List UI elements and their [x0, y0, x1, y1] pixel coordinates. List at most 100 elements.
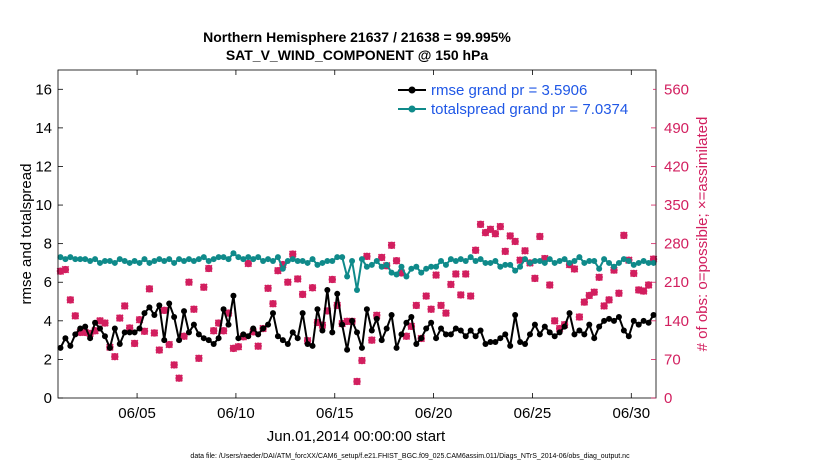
rmse-point: [472, 333, 479, 340]
obs-assimilated-marker: [204, 264, 213, 273]
totalspread-point: [329, 258, 336, 265]
x-axis-label: Jun.01,2014 00:00:00 start: [267, 428, 446, 445]
rmse-point: [289, 329, 296, 336]
obs-assimilated-marker: [536, 232, 544, 241]
obs-assimilated-marker: [200, 283, 208, 291]
rmse-point: [368, 327, 375, 334]
obs-assimilated-marker: [101, 319, 109, 327]
obs-assimilated-marker: [61, 265, 70, 274]
legend-rmse-marker: [408, 86, 416, 94]
totalspread-point: [294, 258, 301, 265]
chart-title: Northern Hemisphere 21637 / 21638 = 99.9…: [203, 29, 511, 45]
obs-assimilated-marker: [511, 237, 519, 246]
totalspread-point: [190, 258, 197, 265]
totalspread-point: [141, 256, 148, 263]
totalspread-point: [635, 259, 642, 266]
rmse-point: [250, 325, 257, 332]
rmse-point: [566, 310, 573, 317]
obs-assimilated-marker: [116, 314, 124, 322]
rmse-point: [408, 313, 415, 320]
obs-assimilated-marker: [392, 256, 401, 265]
x-tick-label: 06/30: [613, 405, 651, 422]
totalspread-point: [136, 259, 143, 266]
totalspread-point: [596, 265, 603, 272]
y2-tick-label: 140: [664, 313, 689, 330]
rmse-point: [596, 323, 603, 330]
obs-assimilated-marker: [615, 289, 623, 298]
y-axis-right: 0 70 140 210 280 350 420 490 560: [651, 81, 689, 407]
rmse-point: [339, 321, 346, 328]
y-tick-label: 12: [35, 158, 52, 175]
y-axis-left: 0 2 4 6 8 10 12 14 16: [35, 81, 63, 407]
rmse-point: [551, 333, 558, 340]
rmse-point: [591, 335, 598, 342]
rmse-point: [324, 286, 331, 293]
obs-assimilated-marker: [293, 275, 302, 283]
rmse-point: [492, 339, 499, 346]
y-tick-label: 16: [35, 81, 52, 98]
rmse-point: [442, 331, 449, 338]
totalspread-point: [245, 254, 252, 261]
totalspread-point: [512, 267, 519, 274]
y-tick-label: 10: [35, 197, 52, 214]
totalspread-point: [284, 258, 291, 265]
rmse-point: [640, 317, 647, 324]
totalspread-point: [97, 259, 104, 266]
x-tick-label: 06/15: [316, 405, 354, 422]
obs-assimilated-marker: [353, 377, 361, 386]
totalspread-point: [57, 254, 64, 261]
totalspread-point: [408, 265, 415, 272]
totalspread-point: [309, 256, 316, 263]
totalspread-point: [517, 263, 524, 270]
totalspread-point: [428, 263, 435, 270]
obs-assimilated-marker: [368, 336, 376, 344]
totalspread-point: [388, 269, 395, 276]
rmse-point: [531, 321, 538, 328]
rmse-point: [354, 329, 360, 336]
obs-assimilated-marker: [328, 275, 337, 284]
totalspread-point: [620, 256, 627, 263]
rmse-point: [77, 325, 84, 332]
y2-tick-label: 70: [664, 351, 681, 368]
rmse-point: [546, 329, 553, 336]
totalspread-point: [62, 256, 69, 263]
rmse-point: [299, 310, 306, 317]
totalspread-point: [551, 259, 558, 266]
plot-frame: [57, 69, 657, 399]
rmse-point: [87, 335, 94, 342]
rmse-point: [190, 321, 197, 328]
rmse-point: [497, 335, 504, 342]
totalspread-point: [457, 256, 464, 263]
obs-assimilated-marker: [491, 229, 500, 238]
rmse-point: [279, 337, 286, 344]
rmse-point: [561, 323, 568, 330]
rmse-point: [610, 317, 617, 324]
rmse-point: [156, 302, 163, 309]
rmse-point: [526, 331, 533, 338]
rmse-point: [630, 317, 637, 324]
obs-assimilated-marker: [264, 284, 272, 293]
obs-assimilated-marker: [111, 352, 119, 361]
rmse-point: [205, 337, 212, 344]
rmse-point: [502, 331, 509, 338]
rmse-point: [82, 323, 89, 330]
rmse-point: [363, 306, 370, 313]
totalspread-point: [522, 256, 529, 263]
rmse-point: [304, 340, 311, 347]
totalspread-point: [156, 256, 163, 263]
y-tick-label: 8: [44, 236, 52, 253]
rmse-point: [438, 325, 445, 332]
totalspread-point: [210, 256, 217, 263]
y2-tick-label: 210: [664, 274, 689, 291]
totalspread-point: [403, 273, 410, 280]
obs-assimilated-marker: [629, 269, 638, 278]
rmse-point: [423, 325, 430, 332]
obs-assimilated-marker: [595, 273, 603, 282]
rmse-point: [176, 337, 183, 344]
y-tick-label: 4: [44, 313, 52, 330]
rmse-point: [265, 321, 272, 328]
y-axis-label: rmse and totalspread: [18, 164, 35, 305]
totalspread-point: [87, 258, 94, 265]
obs-assimilated-marker: [145, 285, 154, 293]
totalspread-point: [645, 259, 652, 266]
